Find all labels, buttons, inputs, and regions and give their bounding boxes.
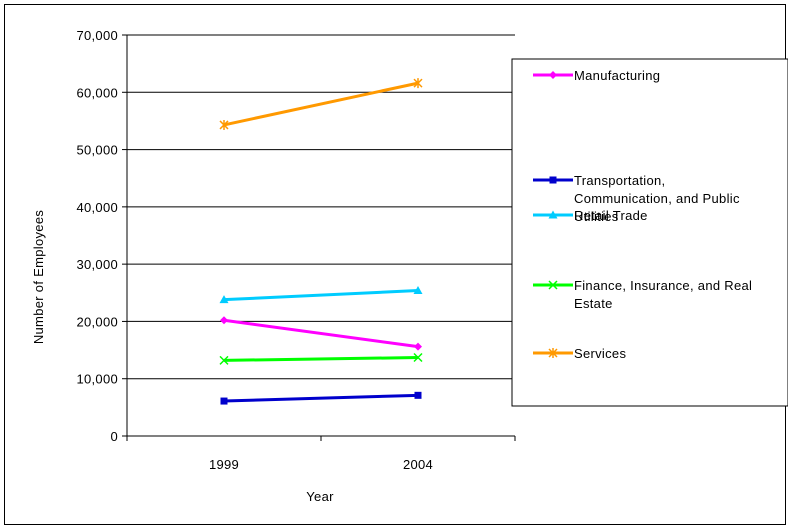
data-point bbox=[413, 285, 423, 294]
legend-label: Finance, Insurance, and Real bbox=[574, 278, 752, 293]
legend-label: Transportation, bbox=[574, 173, 665, 188]
series-manufacturing bbox=[220, 316, 422, 351]
data-point bbox=[414, 391, 422, 399]
gridlines bbox=[127, 34, 515, 380]
series-line bbox=[223, 288, 419, 302]
legend-marker bbox=[548, 210, 558, 219]
y-tick-label: 60,000 bbox=[76, 85, 118, 100]
y-tick-label: 20,000 bbox=[76, 314, 118, 329]
legend-marker bbox=[549, 176, 557, 184]
x-axis-title: Year bbox=[306, 489, 334, 504]
y-tick-label: 70,000 bbox=[76, 28, 118, 43]
series-finance-insurance-and-real-estate bbox=[219, 352, 423, 365]
legend-box bbox=[511, 58, 788, 407]
data-point bbox=[220, 316, 228, 325]
series-line bbox=[223, 356, 419, 362]
y-tick-label: 10,000 bbox=[76, 372, 118, 387]
series-retail-trade bbox=[219, 285, 423, 304]
data-point bbox=[219, 295, 229, 304]
y-tick-labels: 0 10,000 20,000 30,000 40,000 50,000 60,000 70,… bbox=[76, 28, 118, 444]
data-point bbox=[220, 397, 228, 405]
y-tick-label: 40,000 bbox=[76, 200, 118, 215]
axes bbox=[122, 34, 516, 441]
legend-marker bbox=[548, 280, 558, 290]
legend-entry: Transportation, Communication, and Public… bbox=[533, 173, 740, 224]
data-point bbox=[413, 352, 423, 363]
legend-label: Manufacturing bbox=[574, 68, 660, 83]
y-tick-label: 30,000 bbox=[76, 257, 118, 272]
x-tick-label: 2004 bbox=[403, 457, 433, 472]
legend-label: Utilities bbox=[574, 209, 619, 224]
y-axis-title: Number of Employees bbox=[31, 210, 46, 345]
legend-entry: Retail Trade bbox=[533, 208, 648, 223]
data-point bbox=[219, 355, 229, 365]
series-line bbox=[223, 318, 419, 349]
legend-entry: Services bbox=[533, 346, 626, 361]
legend-entry: Manufacturing bbox=[533, 68, 660, 83]
series-line bbox=[223, 393, 419, 403]
legend-label: Estate bbox=[574, 296, 613, 311]
series-transportation-communication-and-public-utilities bbox=[220, 391, 422, 405]
series-services bbox=[219, 78, 423, 130]
legend: Manufacturing Transportation, Communicatio… bbox=[511, 58, 788, 407]
legend-label: Communication, and Public bbox=[574, 191, 740, 206]
series-line bbox=[223, 81, 419, 127]
legend-marker bbox=[548, 348, 558, 358]
legend-marker bbox=[549, 71, 557, 79]
data-point bbox=[414, 342, 422, 351]
data-point bbox=[219, 119, 229, 130]
y-tick-label: 0 bbox=[110, 429, 118, 444]
y-tick-label: 50,000 bbox=[76, 143, 118, 158]
data-point bbox=[413, 78, 423, 89]
series-lines bbox=[219, 78, 423, 405]
x-tick-labels: 1999 2004 bbox=[209, 457, 433, 472]
x-tick-label: 1999 bbox=[209, 457, 239, 472]
legend-label: Services bbox=[574, 346, 626, 361]
legend-label: Retail Trade bbox=[574, 208, 648, 223]
legend-entry: Finance, Insurance, and Real Estate bbox=[533, 278, 752, 311]
